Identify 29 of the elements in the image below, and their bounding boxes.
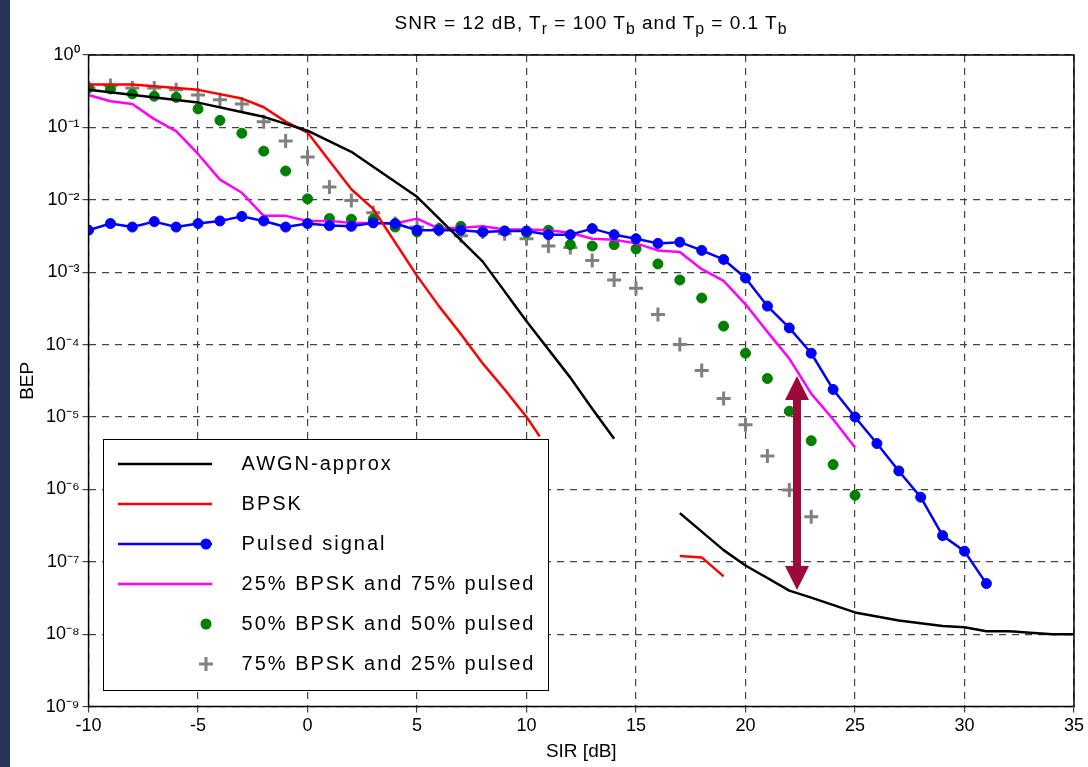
x-tick-label: 20 (735, 715, 756, 736)
x-tick-label: -10 (75, 715, 102, 736)
y-axis-title: BEP (15, 361, 37, 400)
legend-label: 50% BPSK and 50% pulsed (241, 612, 536, 636)
x-tick-label: -5 (190, 715, 207, 736)
y-tick-label: 10⁻³ (47, 261, 80, 282)
x-tick-label: 15 (626, 715, 647, 736)
x-tick-label: 30 (954, 715, 975, 736)
legend-label: BPSK (241, 492, 303, 516)
legend-label: Pulsed signal (241, 532, 387, 556)
y-tick-label: 10⁻⁸ (45, 623, 80, 644)
y-tick-label: 10⁻² (47, 188, 80, 209)
legend-label: AWGN-approx (241, 452, 393, 476)
y-tick-label: 10⁻⁷ (47, 550, 80, 571)
legend-label: 25% BPSK and 75% pulsed (241, 572, 536, 596)
x-tick-label: 0 (302, 715, 313, 736)
y-tick-label: 10⁻⁵ (46, 405, 80, 426)
x-tick-label: 35 (1063, 715, 1085, 736)
chart-title: SNR = 12 dB, T$_{r}$ = 100 T$_{b}$ and T$_{p}$ = 0.1 T$_{b}$ (393, 12, 789, 38)
legend-label: 75% BPSK and 25% pulsed (241, 652, 536, 676)
x-tick-label: 25 (845, 715, 866, 736)
y-tick-label: 10⁰ (53, 43, 80, 64)
y-tick-label: 10⁻¹ (47, 116, 80, 137)
y-tick-label: 10⁻⁶ (46, 478, 80, 499)
x-axis-title: SIR [dB] (545, 739, 617, 761)
x-tick-label: 5 (412, 715, 423, 736)
x-tick-label: 10 (516, 715, 537, 736)
y-tick-label: 10⁻⁹ (45, 695, 80, 716)
y-tick-label: 10⁻⁴ (45, 333, 80, 354)
